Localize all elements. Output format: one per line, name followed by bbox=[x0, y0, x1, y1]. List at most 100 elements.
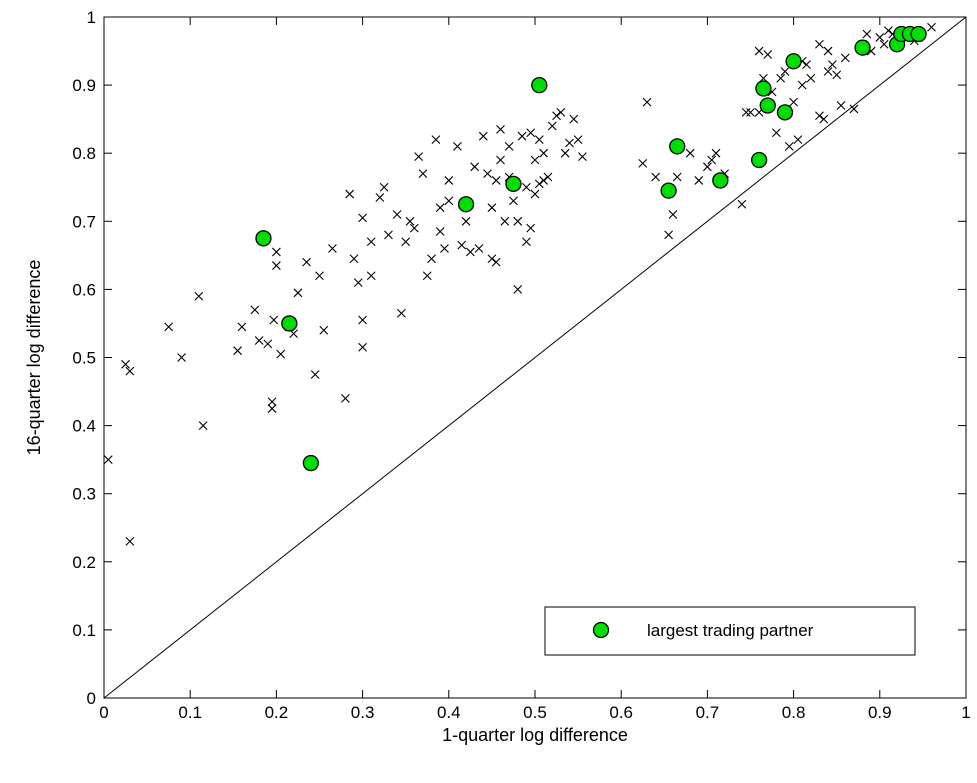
x-marker bbox=[840, 53, 850, 63]
x-marker-stroke bbox=[815, 39, 824, 49]
x-marker-stroke bbox=[569, 114, 579, 124]
x-marker-stroke bbox=[776, 73, 786, 83]
x-marker-stroke bbox=[397, 308, 406, 318]
x-marker-stroke bbox=[703, 162, 712, 172]
x-marker-stroke bbox=[478, 131, 488, 141]
reference-line bbox=[103, 16, 967, 699]
x-tick-label: 0.5 bbox=[523, 703, 547, 722]
x-marker-stroke bbox=[358, 315, 367, 325]
x-marker-stroke bbox=[521, 237, 531, 247]
y-tick-label: 0.5 bbox=[72, 349, 96, 368]
x-marker-stroke bbox=[345, 189, 355, 199]
x-marker bbox=[565, 138, 574, 148]
x-marker bbox=[358, 315, 367, 325]
axis-layer: 0 0.1 0.2 0.3 0.4 0.5 0.6 0.7 0.8 0.9 1 0 0.1 0.2 0.3 0… bbox=[72, 8, 970, 722]
x-marker bbox=[797, 80, 807, 90]
x-marker bbox=[526, 128, 536, 138]
highlight-marker bbox=[776, 104, 794, 121]
x-marker-stroke bbox=[418, 169, 428, 179]
x-marker-stroke bbox=[802, 60, 811, 70]
x-marker-stroke bbox=[289, 329, 299, 339]
x-marker bbox=[789, 97, 798, 107]
highlight-marker bbox=[755, 80, 772, 97]
x-marker bbox=[694, 176, 704, 185]
x-marker bbox=[194, 291, 204, 301]
x-marker-stroke bbox=[453, 142, 462, 151]
x-marker bbox=[815, 111, 824, 121]
x-marker-stroke bbox=[431, 135, 441, 144]
x-tick-label: 0.1 bbox=[178, 703, 202, 722]
x-marker bbox=[444, 196, 454, 206]
x-marker-stroke bbox=[927, 22, 936, 32]
x-marker bbox=[534, 135, 544, 144]
x-marker bbox=[422, 271, 432, 281]
x-marker-stroke bbox=[237, 322, 247, 332]
x-marker-stroke bbox=[474, 244, 484, 253]
x-marker-stroke bbox=[310, 370, 320, 379]
x-marker-stroke bbox=[746, 107, 755, 117]
x-marker-stroke bbox=[879, 39, 889, 49]
x-marker bbox=[164, 322, 174, 332]
highlight-marker bbox=[712, 172, 729, 189]
x-marker-stroke bbox=[823, 67, 833, 76]
x-marker-stroke bbox=[340, 393, 350, 403]
x-marker bbox=[353, 278, 363, 287]
x-marker bbox=[884, 26, 893, 36]
y-axis-label: 16-quarter log difference bbox=[24, 260, 44, 456]
x-marker-stroke bbox=[534, 135, 544, 144]
x-marker-stroke bbox=[414, 152, 424, 161]
highlight-marker bbox=[854, 39, 871, 56]
x-marker bbox=[392, 210, 402, 219]
x-marker bbox=[345, 189, 355, 199]
x-marker-stroke bbox=[866, 46, 876, 56]
x-marker-stroke bbox=[121, 359, 130, 369]
x-marker bbox=[177, 353, 186, 362]
x-marker bbox=[465, 247, 475, 257]
x-marker bbox=[832, 70, 842, 80]
x-marker bbox=[366, 237, 376, 247]
legend: largest trading partner bbox=[544, 606, 916, 656]
x-marker bbox=[539, 176, 549, 185]
x-marker-stroke bbox=[526, 223, 536, 233]
x-marker bbox=[560, 148, 570, 158]
x-marker-stroke bbox=[440, 244, 449, 253]
x-marker bbox=[487, 203, 497, 213]
legend-label: largest trading partner bbox=[647, 621, 814, 640]
y-tick-label: 0.1 bbox=[72, 621, 96, 640]
x-marker bbox=[879, 39, 889, 49]
x-marker-stroke bbox=[763, 50, 773, 59]
x-marker-stroke bbox=[444, 196, 454, 206]
x-marker bbox=[703, 162, 712, 172]
x-marker-stroke bbox=[358, 213, 367, 223]
x-marker bbox=[103, 455, 113, 465]
x-marker-stroke bbox=[513, 216, 523, 226]
x-marker bbox=[569, 114, 579, 124]
x-marker-stroke bbox=[797, 80, 807, 90]
x-marker-stroke bbox=[177, 353, 186, 362]
x-marker-stroke bbox=[754, 46, 764, 56]
x-marker bbox=[815, 39, 824, 49]
x-marker bbox=[780, 67, 790, 76]
y-tick-label: 0 bbox=[87, 689, 96, 708]
x-marker-stroke bbox=[832, 70, 842, 80]
x-marker-stroke bbox=[483, 169, 492, 179]
x-marker-stroke bbox=[771, 128, 781, 138]
x-marker-stroke bbox=[198, 421, 208, 430]
x-marker bbox=[487, 254, 497, 264]
x-marker-stroke bbox=[530, 189, 540, 199]
x-marker bbox=[685, 148, 695, 158]
x-marker bbox=[862, 29, 872, 39]
x-marker bbox=[478, 131, 488, 141]
x-marker-stroke bbox=[651, 172, 661, 182]
x-marker-stroke bbox=[672, 172, 682, 182]
highlight-marker bbox=[531, 76, 548, 94]
x-marker-stroke bbox=[500, 216, 510, 226]
x-marker-stroke bbox=[422, 271, 432, 281]
x-marker-stroke bbox=[267, 404, 277, 413]
x-marker bbox=[427, 254, 436, 264]
x-marker-stroke bbox=[668, 210, 678, 219]
x-marker-stroke bbox=[233, 346, 242, 356]
highlight-marker bbox=[255, 230, 272, 247]
x-marker-stroke bbox=[539, 176, 549, 185]
